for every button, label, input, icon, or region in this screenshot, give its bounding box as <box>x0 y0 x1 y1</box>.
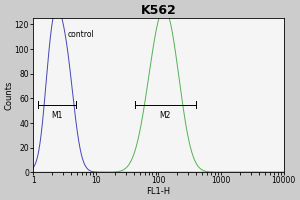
Text: M1: M1 <box>51 111 63 120</box>
X-axis label: FL1-H: FL1-H <box>146 187 170 196</box>
Title: K562: K562 <box>141 4 176 17</box>
Text: control: control <box>68 30 94 39</box>
Y-axis label: Counts: Counts <box>4 81 13 110</box>
Text: M2: M2 <box>159 111 170 120</box>
